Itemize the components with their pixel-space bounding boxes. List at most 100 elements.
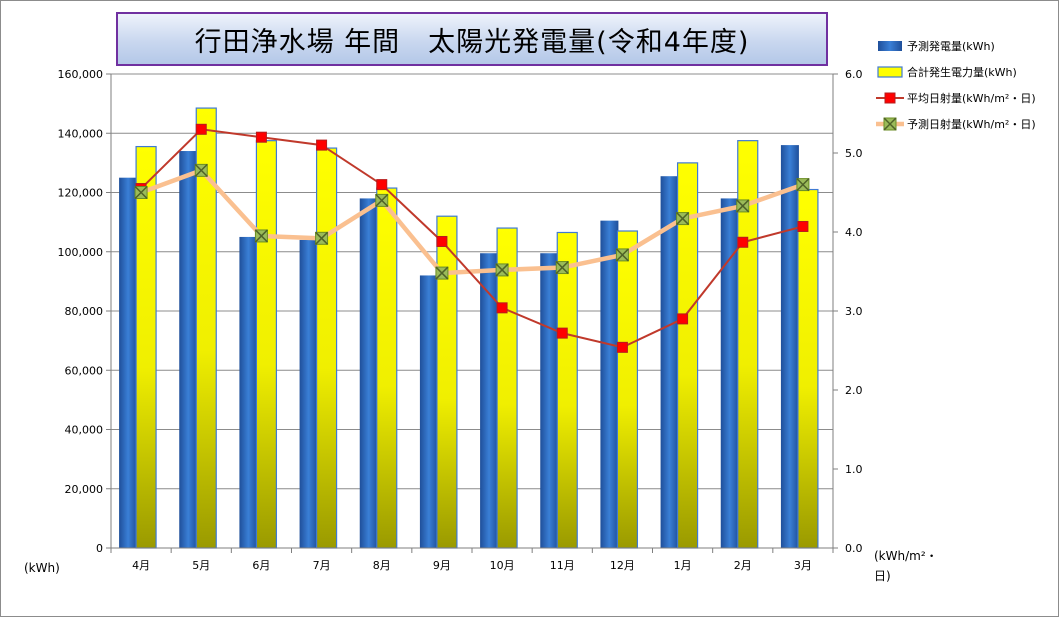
marker-average-irradiance — [376, 179, 388, 191]
bar-total-generation — [376, 187, 398, 549]
marker-predicted-irradiance — [555, 261, 569, 275]
marker-cross-b — [315, 231, 329, 245]
x-axis-tick-label: 8月 — [373, 559, 391, 572]
marker-average-irradiance — [797, 220, 809, 232]
right-axis-tick-label: 6.0 — [845, 68, 863, 81]
marker-cross-b — [796, 178, 810, 192]
marker-predicted-irradiance — [254, 229, 268, 243]
right-axis-tick-label: 1.0 — [845, 463, 863, 476]
marker-predicted-irradiance — [796, 178, 810, 192]
bar-predicted-generation — [600, 220, 619, 549]
right-axis-tick-label: 5.0 — [845, 147, 863, 160]
marker-cross-b — [134, 185, 148, 200]
bar-total-generation — [797, 188, 819, 549]
left-axis-tick-label: 60,000 — [65, 364, 104, 377]
marker-cross-b — [676, 212, 690, 226]
legend-label: 予測日射量(kWh/m²・日) — [907, 117, 1036, 131]
left-axis-tick-label: 0 — [96, 542, 103, 555]
bar-predicted-generation — [239, 236, 258, 548]
x-axis-tick-label: 9月 — [433, 559, 451, 572]
right-axis-tick-label: 0.0 — [845, 542, 863, 555]
bar-predicted-generation — [419, 275, 438, 548]
marker-cross-b — [435, 266, 449, 280]
line-average-irradiance — [140, 128, 804, 349]
x-axis-tick-label: 1月 — [674, 559, 692, 572]
legend-swatch-predicted-generation — [878, 41, 902, 51]
lines — [134, 123, 810, 353]
chart-title: 行田浄水場 年間 太陽光発電量(令和4年度) — [194, 26, 750, 58]
left-axis-tick-label: 100,000 — [58, 246, 104, 259]
right-axis-tick-label: 2.0 — [845, 384, 863, 397]
bar-total-generation — [436, 215, 458, 549]
bar-predicted-generation — [119, 177, 138, 548]
marker-predicted-irradiance — [315, 231, 329, 245]
marker-predicted-irradiance — [676, 212, 690, 226]
left-axis-tick-label: 80,000 — [65, 305, 104, 318]
x-axis-tick-label: 10月 — [490, 559, 515, 572]
bar-total-generation — [556, 231, 578, 549]
x-axis-tick-label: 6月 — [252, 559, 270, 572]
marker-cross-b — [194, 163, 208, 177]
right-axis-tick-label: 4.0 — [845, 226, 863, 239]
marker-average-irradiance — [255, 131, 267, 143]
axes: 0 20,000 40,000 60,000 80,000 100,000 120,000 1… — [58, 68, 863, 572]
legend-label: 予測発電量(kWh) — [907, 39, 995, 53]
x-axis-tick-label: 3月 — [794, 559, 812, 572]
legend: 予測発電量(kWh) 合計発生電力量(kWh) 平均日射量(kWh/m²・日) 予測日… — [876, 39, 1036, 131]
bar-predicted-generation — [480, 253, 499, 548]
marker-cross-b — [555, 261, 569, 275]
left-axis-tick-label: 140,000 — [58, 127, 104, 140]
bar-predicted-generation — [359, 198, 378, 549]
left-axis-tick-label: 20,000 — [65, 483, 104, 496]
right-axis-unit-label-line2: 日) — [874, 569, 891, 583]
left-axis-unit-label: (kWh) — [24, 561, 60, 575]
marker-average-irradiance — [436, 235, 448, 247]
legend-label: 合計発生電力量(kWh) — [907, 65, 1017, 79]
chart-title-box: 行田浄水場 年間 太陽光発電量(令和4年度) — [116, 12, 828, 66]
marker-average-irradiance — [316, 139, 328, 151]
legend-swatch-total-generation — [877, 66, 903, 78]
marker-predicted-irradiance — [194, 163, 208, 177]
marker-average-irradiance — [556, 327, 568, 339]
bar-predicted-generation — [540, 253, 559, 548]
marker-cross-b — [615, 248, 629, 262]
bar-predicted-generation — [780, 145, 799, 548]
bar-predicted-generation — [179, 151, 198, 548]
legend-swatch-average-irradiance-marker — [884, 92, 896, 104]
marker-predicted-irradiance — [134, 185, 148, 200]
x-axis-tick-label: 5月 — [192, 559, 210, 572]
bar-total-generation — [315, 147, 338, 549]
x-axis-tick-label: 12月 — [610, 559, 635, 572]
x-axis-tick-label: 7月 — [313, 559, 331, 572]
bar-total-generation — [135, 145, 157, 549]
marker-cross-b — [495, 263, 509, 277]
bar-predicted-generation — [299, 239, 318, 548]
marker-predicted-irradiance — [736, 199, 750, 213]
bar-predicted-generation — [720, 198, 739, 549]
bars — [119, 107, 819, 549]
marker-cross-b — [375, 193, 389, 207]
marker-cross-b — [254, 229, 268, 243]
marker-average-irradiance — [195, 123, 207, 135]
x-axis-tick-label: 4月 — [132, 559, 150, 572]
legend-label: 平均日射量(kWh/m²・日) — [907, 91, 1036, 105]
marker-average-irradiance — [677, 313, 689, 325]
bar-total-generation — [616, 230, 639, 549]
marker-average-irradiance — [737, 236, 749, 248]
marker-average-irradiance — [616, 341, 628, 353]
marker-predicted-irradiance — [375, 193, 389, 207]
line-predicted-irradiance — [140, 168, 804, 276]
left-axis-tick-label: 160,000 — [58, 68, 104, 81]
marker-cross-b — [736, 199, 750, 213]
bar-predicted-generation — [660, 176, 679, 549]
marker-average-irradiance — [496, 302, 508, 314]
x-axis-tick-label: 2月 — [734, 559, 752, 572]
marker-predicted-irradiance — [615, 248, 629, 262]
left-axis-tick-label: 120,000 — [58, 187, 104, 200]
x-axis-tick-label: 11月 — [550, 559, 575, 572]
bar-total-generation — [255, 140, 278, 549]
right-axis-unit-label-line1: (kWh/m²・ — [874, 549, 938, 563]
marker-predicted-irradiance — [435, 266, 449, 280]
